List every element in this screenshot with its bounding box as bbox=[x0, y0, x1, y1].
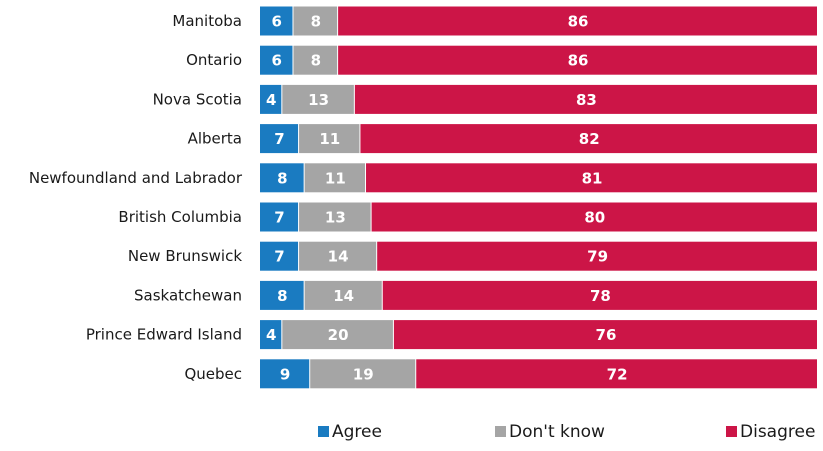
bar-disagree-new-brunswick bbox=[377, 241, 817, 271]
legend-swatch-don-t-know bbox=[495, 426, 506, 437]
bar-agree-saskatchewan bbox=[260, 280, 304, 310]
category-label-newfoundland-and-labrador: Newfoundland and Labrador bbox=[29, 169, 243, 187]
data-label-don-t-know-saskatchewan: 14 bbox=[333, 287, 354, 305]
bar-agree-alberta bbox=[260, 124, 299, 154]
data-label-don-t-know-british-columbia: 13 bbox=[325, 209, 346, 227]
legend: Agree Don't know Disagree bbox=[318, 422, 815, 442]
data-label-don-t-know-manitoba: 8 bbox=[311, 13, 321, 31]
bar-disagree-alberta bbox=[360, 124, 817, 154]
data-label-don-t-know-nova-scotia: 13 bbox=[308, 91, 329, 109]
bar-don-t-know-new-brunswick bbox=[299, 241, 377, 271]
data-label-don-t-know-alberta: 11 bbox=[319, 130, 340, 148]
data-label-disagree-prince-edward-island: 76 bbox=[596, 326, 617, 344]
data-label-disagree-saskatchewan: 78 bbox=[590, 287, 611, 305]
category-label-alberta: Alberta bbox=[188, 130, 242, 148]
data-label-agree-manitoba: 6 bbox=[272, 13, 282, 31]
bar-agree-manitoba bbox=[260, 6, 293, 36]
data-label-don-t-know-quebec: 19 bbox=[353, 365, 374, 383]
legend-item-disagree: Disagree bbox=[726, 422, 815, 442]
bar-don-t-know-manitoba bbox=[293, 6, 338, 36]
legend-label-disagree: Disagree bbox=[740, 422, 815, 442]
category-label-british-columbia: British Columbia bbox=[118, 208, 242, 226]
bar-don-t-know-saskatchewan bbox=[304, 280, 382, 310]
legend-swatch-disagree bbox=[726, 426, 737, 437]
data-label-don-t-know-newfoundland-and-labrador: 11 bbox=[325, 169, 346, 187]
bar-disagree-newfoundland-and-labrador bbox=[366, 163, 817, 193]
category-label-nova-scotia: Nova Scotia bbox=[153, 90, 242, 108]
data-label-disagree-manitoba: 86 bbox=[568, 13, 589, 31]
bar-agree-new-brunswick bbox=[260, 241, 299, 271]
category-labels: Manitoba Ontario Nova Scotia Alberta Newfoun… bbox=[29, 12, 243, 383]
data-label-agree-new-brunswick: 7 bbox=[274, 248, 284, 266]
data-label-disagree-ontario: 86 bbox=[568, 52, 589, 70]
legend-label-don-t-know: Don't know bbox=[509, 422, 605, 442]
data-label-agree-newfoundland-and-labrador: 8 bbox=[277, 169, 287, 187]
bar-agree-nova-scotia bbox=[260, 84, 282, 114]
category-label-saskatchewan: Saskatchewan bbox=[134, 286, 242, 304]
data-label-don-t-know-new-brunswick: 14 bbox=[328, 248, 349, 266]
bar-agree-british-columbia bbox=[260, 202, 299, 232]
legend-item-don-t-know: Don't know bbox=[495, 422, 605, 442]
data-label-agree-ontario: 6 bbox=[272, 52, 282, 70]
bar-don-t-know-nova-scotia bbox=[282, 84, 354, 114]
data-label-agree-alberta: 7 bbox=[274, 130, 284, 148]
data-label-agree-prince-edward-island: 4 bbox=[266, 326, 276, 344]
data-label-disagree-new-brunswick: 79 bbox=[587, 248, 608, 266]
bar-disagree-nova-scotia bbox=[354, 84, 817, 114]
bar-agree-ontario bbox=[260, 45, 293, 75]
category-label-quebec: Quebec bbox=[184, 365, 242, 383]
bar-agree-quebec bbox=[260, 359, 310, 389]
category-label-new-brunswick: New Brunswick bbox=[128, 247, 242, 265]
bar-don-t-know-quebec bbox=[310, 359, 416, 389]
bar-don-t-know-british-columbia bbox=[299, 202, 371, 232]
bar-disagree-ontario bbox=[338, 45, 817, 75]
category-label-manitoba: Manitoba bbox=[172, 12, 242, 30]
bar-disagree-british-columbia bbox=[371, 202, 817, 232]
bar-don-t-know-prince-edward-island bbox=[282, 320, 393, 350]
bar-disagree-prince-edward-island bbox=[393, 320, 817, 350]
data-label-disagree-british-columbia: 80 bbox=[584, 209, 605, 227]
bar-don-t-know-ontario bbox=[293, 45, 338, 75]
data-label-agree-quebec: 9 bbox=[280, 365, 290, 383]
data-label-disagree-nova-scotia: 83 bbox=[576, 91, 597, 109]
legend-item-agree: Agree bbox=[318, 422, 382, 442]
category-label-prince-edward-island: Prince Edward Island bbox=[86, 326, 242, 344]
data-label-disagree-alberta: 82 bbox=[579, 130, 600, 148]
bar-don-t-know-newfoundland-and-labrador bbox=[304, 163, 366, 193]
bar-don-t-know-alberta bbox=[299, 124, 360, 154]
bar-agree-newfoundland-and-labrador bbox=[260, 163, 304, 193]
legend-label-agree: Agree bbox=[332, 422, 382, 442]
bar-disagree-manitoba bbox=[338, 6, 817, 36]
data-label-don-t-know-ontario: 8 bbox=[311, 52, 321, 70]
data-label-disagree-newfoundland-and-labrador: 81 bbox=[582, 169, 603, 187]
bar-agree-prince-edward-island bbox=[260, 320, 282, 350]
legend-swatch-agree bbox=[318, 426, 329, 437]
data-label-agree-nova-scotia: 4 bbox=[266, 91, 276, 109]
category-label-ontario: Ontario bbox=[186, 51, 242, 69]
data-label-don-t-know-prince-edward-island: 20 bbox=[328, 326, 349, 344]
data-label-agree-saskatchewan: 8 bbox=[277, 287, 287, 305]
data-label-agree-british-columbia: 7 bbox=[274, 209, 284, 227]
bar-disagree-quebec bbox=[416, 359, 817, 389]
bars: 6 8 86 6 8 86 4 13 83 7 11 82 8 11 81 7 13 80 7 14 79 8 14 78 4 2… bbox=[260, 6, 817, 389]
bar-disagree-saskatchewan bbox=[382, 280, 817, 310]
data-label-disagree-quebec: 72 bbox=[607, 365, 628, 383]
